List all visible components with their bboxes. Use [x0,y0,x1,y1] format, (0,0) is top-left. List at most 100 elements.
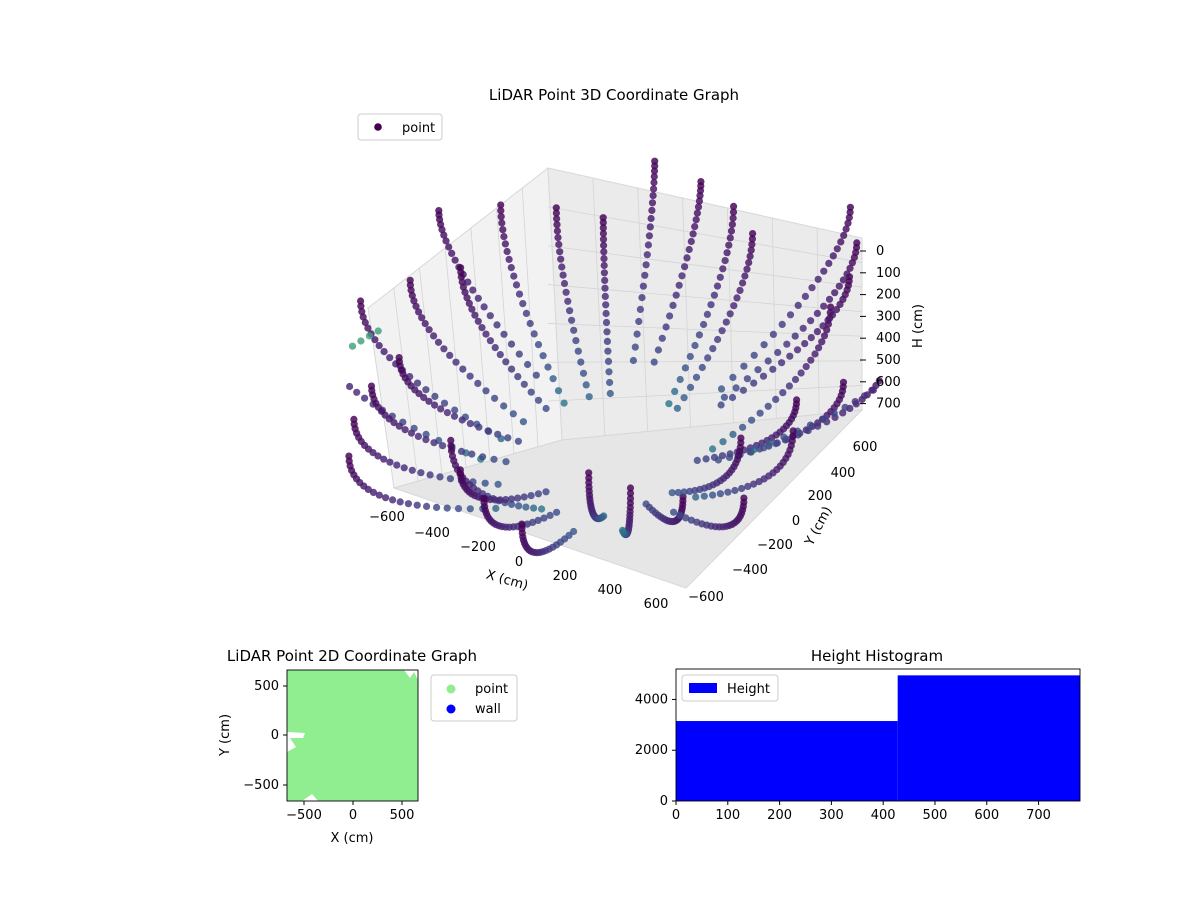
lidar-point [686,383,695,391]
x-tick-3d: −200 [460,540,496,555]
lidar-point [422,436,430,444]
lidar-point [689,230,697,238]
lidar-point [364,485,372,493]
lidar-point [552,204,560,212]
lidar-point [665,400,673,408]
lidar-point [626,484,635,492]
lidar-point [374,327,382,335]
z-tick-3d: 500 [876,353,901,368]
grid-line [547,323,863,337]
left-pane [367,167,563,489]
lidar-point [774,348,782,357]
lidar-point [843,270,851,278]
x-tick-3d: 600 [644,597,669,612]
lidar-point [778,320,786,328]
x-tick-histogram: 200 [767,808,792,823]
lidar-point [799,324,807,332]
lidar-point [437,405,445,413]
lidar-point [692,493,700,501]
lidar-point [504,434,512,442]
z-axis-label-3d: H (cm) [911,304,926,348]
lidar-point [433,503,441,511]
lidar-point [844,219,852,227]
lidar-point [534,516,542,525]
lidar-point [375,342,383,350]
lidar-point [371,336,379,344]
lidar-point [839,276,848,284]
lidar-point [704,354,712,362]
lidar-point [515,290,524,298]
lidar-point [600,241,608,249]
lidar-point [644,241,653,249]
chart-histogram: Height Histogram 0 100 200 300 400 500 600 700 … [635,647,1081,823]
lidar-point [599,219,607,227]
lidar-point [474,294,482,302]
lidar-point [846,208,854,216]
lidar-point [438,226,446,234]
lidar-point [692,216,700,224]
lidar-point [846,264,854,272]
x-axis-label-3d: X (cm) [484,567,529,593]
lidar-point [527,492,535,500]
lidar-point [639,282,648,290]
lidar-point [422,386,430,394]
lidar-point [716,273,724,281]
lidar-point [750,351,758,359]
lidar-point [650,178,658,187]
legend-3d-frame [357,113,443,141]
lidar-point [605,368,613,376]
lidar-point [760,444,768,452]
lidar-point [841,403,849,411]
lidar-point [691,223,699,231]
lidar-point [582,381,590,389]
lidar-point [482,330,490,338]
legend-height-swatch [689,683,717,693]
lidar-point [739,423,747,431]
lidar-point [700,320,708,329]
legend-histogram: Height [681,674,779,702]
lidar-point [553,221,561,229]
point-cloud [345,157,883,557]
lidar-point [692,373,701,381]
lidar-point [491,496,499,504]
lidar-point [658,334,666,342]
lidar-point [720,393,729,401]
y-tick-3d: −600 [688,590,724,605]
legend-point-label: point [475,682,508,697]
lidar-point [797,369,805,377]
lidar-point [729,214,737,222]
lidar-point [681,364,690,372]
lidar-point [468,450,476,458]
y-tick-histogram: 2000 [635,743,668,758]
lidar-point [369,488,378,496]
lidar-point [695,197,704,205]
lidar-point [479,453,487,461]
lidar-point [719,438,727,446]
lidar-point [468,305,476,313]
lidar-point [509,410,517,418]
lidar-point [726,310,734,318]
lidar-point [570,326,578,334]
x-tick-3d: −400 [414,526,450,541]
lidar-point [650,358,658,366]
chart-3d: LiDAR Point 3D Coordinate Graph −600 −400… [345,86,926,612]
lidar-point [848,259,857,267]
x-tick-histogram: 100 [715,808,740,823]
lidar-point [514,437,523,445]
lidar-point [745,259,753,267]
lidar-point [681,263,689,271]
lidar-point [553,215,561,223]
lidar-point [785,382,794,390]
z-tick-3d: 300 [876,309,901,324]
lidar-point [754,366,762,374]
lidar-point [675,281,683,289]
lidar-point [674,488,682,497]
lidar-point [604,357,613,365]
lidar-point [741,272,749,280]
lidar-point [430,332,438,340]
lidar-point [839,409,847,417]
lidar-point [463,294,471,302]
lidar-point [530,504,538,512]
lidar-point [601,284,609,292]
lidar-point [452,358,460,366]
